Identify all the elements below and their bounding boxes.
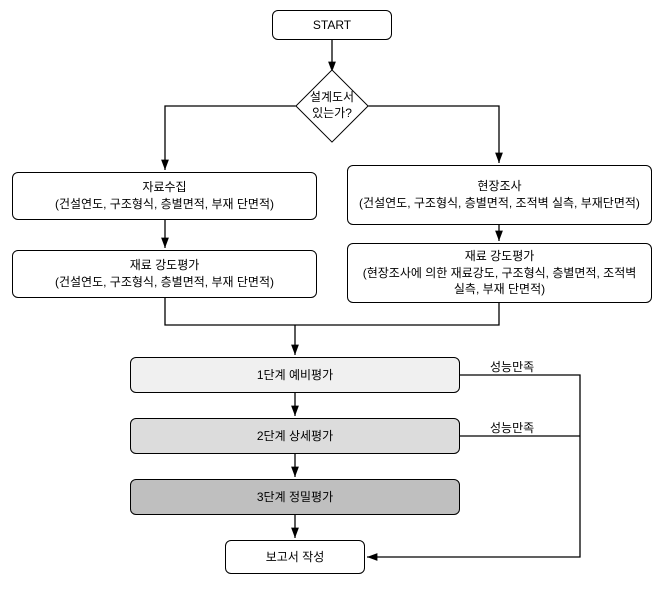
left2-detail: (건설연도, 구조형식, 층별면적, 부재 단면적): [55, 274, 274, 291]
left2-node: 재료 강도평가 (건설연도, 구조형식, 층별면적, 부재 단면적): [12, 250, 317, 298]
edge-stage1-report: [367, 375, 580, 557]
stage2-label: 2단계 상세평가: [257, 428, 333, 445]
report-label: 보고서 작성: [266, 549, 325, 566]
stage3-node: 3단계 정밀평가: [130, 479, 460, 515]
edge-decision-right1: [366, 106, 499, 163]
right2-title: 재료 강도평가: [465, 248, 535, 265]
edge-decision-left1: [165, 106, 298, 170]
stage1-node: 1단계 예비평가: [130, 357, 460, 393]
start-node: START: [272, 10, 392, 40]
decision-node: 설계도서 있는가?: [296, 70, 368, 142]
right2-detail: (현장조사에 의한 재료강도, 구조형식, 층별면적, 조적벽 실측, 부재 단…: [356, 265, 643, 299]
satisfy1-label: 성능만족: [490, 358, 534, 375]
right1-detail: (건설연도, 구조형식, 층별면적, 조적벽 실측, 부재단면적): [359, 195, 640, 212]
left1-detail: (건설연도, 구조형식, 층별면적, 부재 단면적): [55, 196, 274, 213]
right1-title: 현장조사: [477, 178, 521, 195]
start-label: START: [313, 17, 351, 34]
right2-node: 재료 강도평가 (현장조사에 의한 재료강도, 구조형식, 층별면적, 조적벽 …: [347, 243, 652, 303]
right1-node: 현장조사 (건설연도, 구조형식, 층별면적, 조적벽 실측, 부재단면적): [347, 165, 652, 225]
stage3-label: 3단계 정밀평가: [257, 489, 333, 506]
left1-node: 자료수집 (건설연도, 구조형식, 층별면적, 부재 단면적): [12, 172, 317, 220]
left2-title: 재료 강도평가: [130, 257, 200, 274]
report-node: 보고서 작성: [225, 540, 365, 574]
satisfy2-label: 성능만족: [490, 419, 534, 436]
left1-title: 자료수집: [142, 179, 186, 196]
stage2-node: 2단계 상세평가: [130, 418, 460, 454]
stage1-label: 1단계 예비평가: [257, 367, 333, 384]
decision-line1: 설계도서: [310, 90, 354, 104]
decision-line2: 있는가?: [312, 106, 352, 120]
